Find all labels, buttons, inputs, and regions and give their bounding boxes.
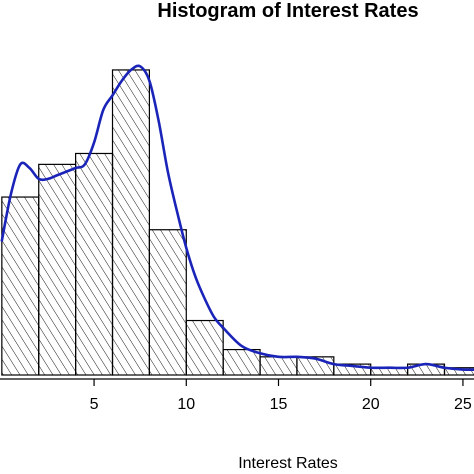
histogram-bar-7 bbox=[222, 348, 261, 376]
x-tick-label-3: 15 bbox=[270, 396, 288, 413]
x-ticks-group: 5 10 15 20 25 bbox=[90, 379, 472, 413]
histogram-bar-1 bbox=[1, 196, 40, 376]
histogram-bar-6 bbox=[185, 319, 224, 376]
x-tick-label-4: 20 bbox=[362, 396, 380, 413]
histogram-bar-5 bbox=[148, 229, 187, 376]
density-curve bbox=[0, 64, 474, 371]
histogram-bar-13 bbox=[443, 367, 474, 376]
histogram-bar-4 bbox=[111, 69, 150, 376]
bars-group bbox=[1, 69, 474, 376]
x-tick-label-1: 5 bbox=[90, 396, 99, 413]
histogram-bar-2 bbox=[38, 163, 77, 376]
histogram-bar-3 bbox=[75, 152, 114, 376]
histogram-bar-8 bbox=[259, 356, 298, 376]
chart-title: Histogram of Interest Rates bbox=[157, 0, 418, 22]
x-tick-label-5: 25 bbox=[454, 396, 472, 413]
x-tick-label-2: 10 bbox=[177, 396, 195, 413]
x-axis-label: Interest Rates bbox=[238, 455, 338, 472]
